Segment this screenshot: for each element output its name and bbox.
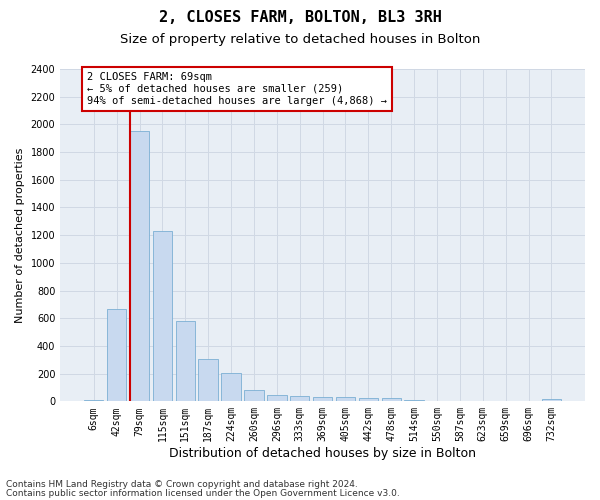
Bar xyxy=(290,396,310,402)
Bar xyxy=(107,308,127,402)
Text: Size of property relative to detached houses in Bolton: Size of property relative to detached ho… xyxy=(120,32,480,46)
Bar xyxy=(176,321,195,402)
Bar xyxy=(84,400,103,402)
Bar xyxy=(244,390,263,402)
X-axis label: Distribution of detached houses by size in Bolton: Distribution of detached houses by size … xyxy=(169,447,476,460)
Bar xyxy=(130,132,149,402)
Bar xyxy=(404,400,424,402)
Bar xyxy=(450,400,470,402)
Bar xyxy=(382,398,401,402)
Bar xyxy=(359,398,378,402)
Text: 2, CLOSES FARM, BOLTON, BL3 3RH: 2, CLOSES FARM, BOLTON, BL3 3RH xyxy=(158,10,442,25)
Text: 2 CLOSES FARM: 69sqm
← 5% of detached houses are smaller (259)
94% of semi-detac: 2 CLOSES FARM: 69sqm ← 5% of detached ho… xyxy=(87,72,387,106)
Bar xyxy=(336,397,355,402)
Bar xyxy=(473,401,493,402)
Text: Contains HM Land Registry data © Crown copyright and database right 2024.: Contains HM Land Registry data © Crown c… xyxy=(6,480,358,489)
Bar xyxy=(152,231,172,402)
Bar xyxy=(199,359,218,402)
Bar xyxy=(313,397,332,402)
Bar xyxy=(542,400,561,402)
Text: Contains public sector information licensed under the Open Government Licence v3: Contains public sector information licen… xyxy=(6,489,400,498)
Bar xyxy=(267,394,287,402)
Y-axis label: Number of detached properties: Number of detached properties xyxy=(15,148,25,323)
Bar xyxy=(221,373,241,402)
Bar xyxy=(427,400,447,402)
